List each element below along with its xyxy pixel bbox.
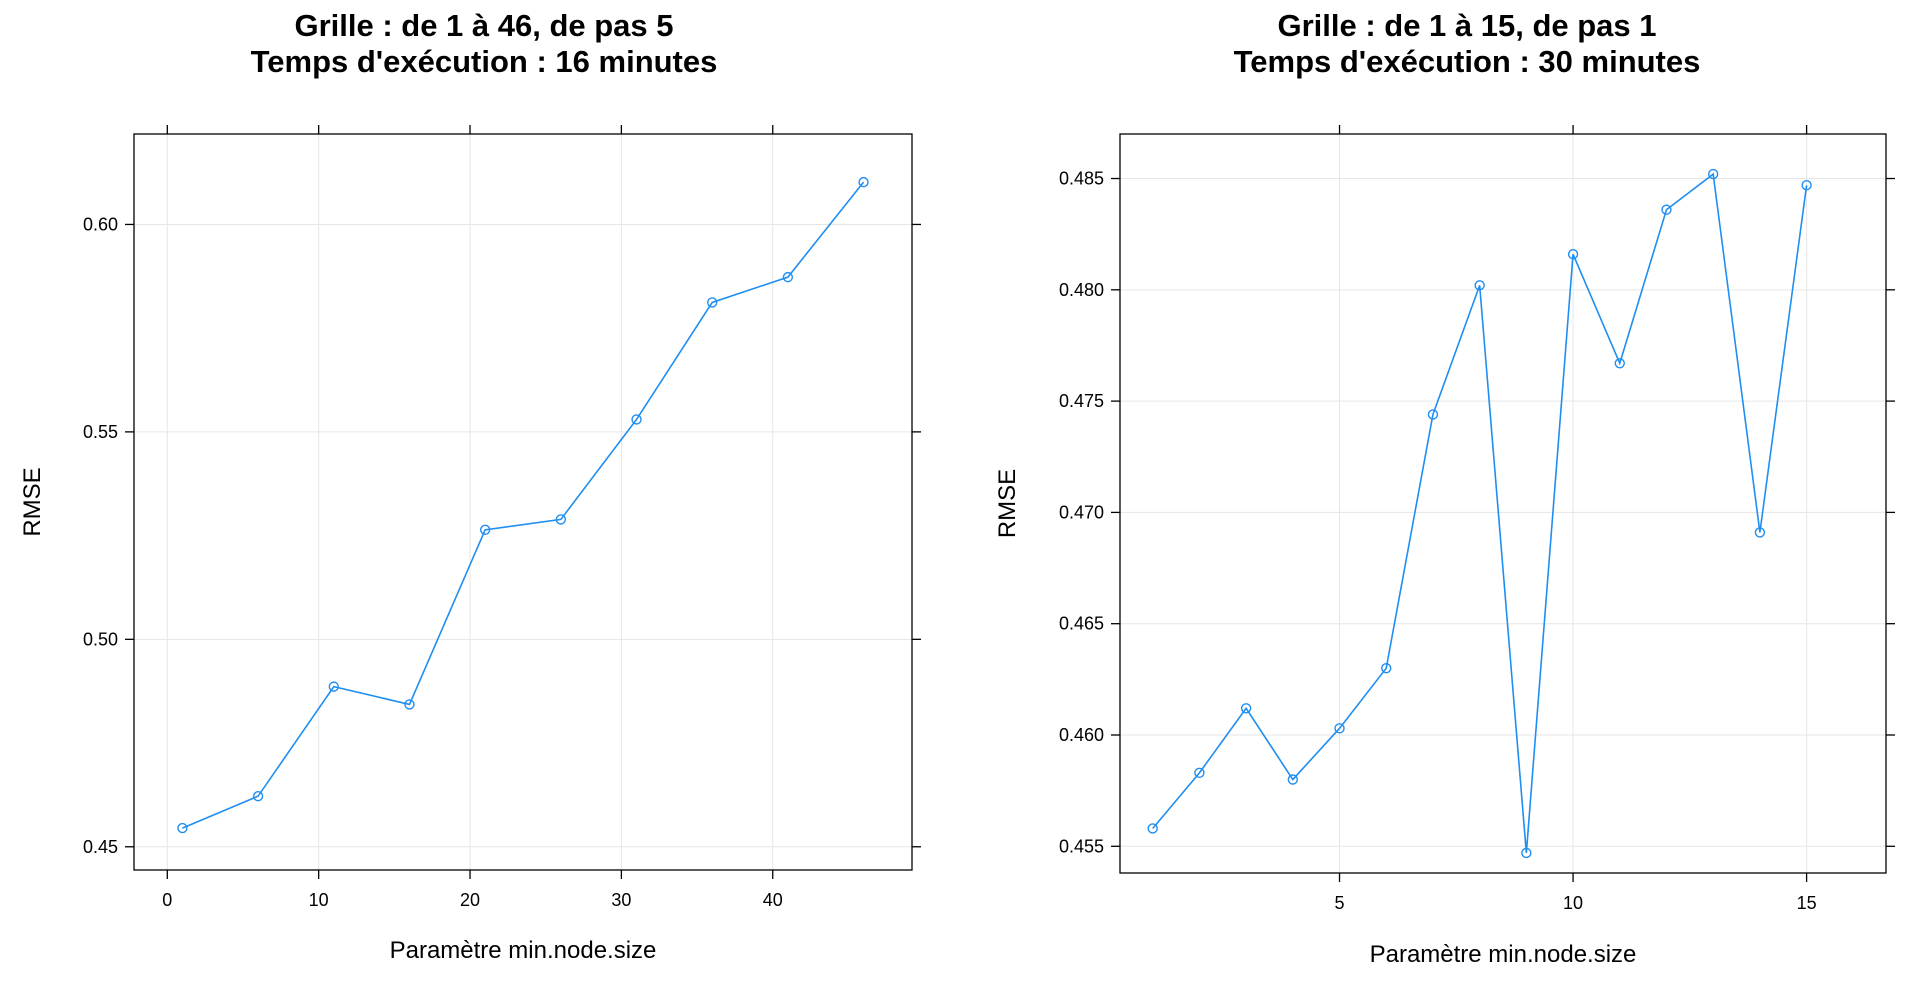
chart-1-data-point-7 bbox=[631, 414, 642, 425]
chart-2-y-tick-label: 0.455 bbox=[1059, 836, 1104, 856]
chart-2-data-point-7 bbox=[1427, 409, 1439, 420]
chart-2-data-point-11 bbox=[1614, 358, 1625, 369]
chart-2-data-point-6 bbox=[1381, 663, 1392, 674]
chart-1-data-point-8 bbox=[707, 297, 718, 308]
chart-2-y-tick-label: 0.465 bbox=[1059, 614, 1104, 634]
chart-1-y-tick-label: 0.55 bbox=[83, 422, 118, 442]
chart-1-data-point-4 bbox=[404, 699, 415, 710]
chart-2-subtitle: Temps d'exécution : 30 minutes bbox=[1234, 44, 1701, 79]
chart-1-x-tick-label: 20 bbox=[460, 890, 480, 910]
chart-2-y-tick-label: 0.475 bbox=[1059, 391, 1104, 411]
chart-1-y-tick-label: 0.50 bbox=[83, 629, 118, 649]
chart-1-x-axis-label: Paramètre min.node.size bbox=[390, 937, 657, 964]
chart-1-x-tick-label: 0 bbox=[162, 890, 172, 910]
chart-2-plot-frame bbox=[1119, 133, 1887, 874]
chart-1-y-axis-label: RMSE bbox=[19, 467, 46, 536]
chart-1-data-point-2 bbox=[252, 790, 264, 802]
chart-2-data-point-15 bbox=[1801, 179, 1812, 191]
chart-1-y-tick-label: 0.60 bbox=[83, 214, 118, 234]
chart-2-data-point-4 bbox=[1287, 774, 1299, 785]
chart-2-data-point-5 bbox=[1334, 723, 1345, 734]
chart-2-data-point-10 bbox=[1567, 248, 1579, 260]
chart-2-data-point-8 bbox=[1474, 280, 1485, 291]
chart-2-data-point-1 bbox=[1147, 823, 1158, 834]
chart-2-data-point-2 bbox=[1194, 767, 1205, 779]
chart-1-x-tick-label: 40 bbox=[763, 890, 783, 910]
chart-1-plot-frame bbox=[133, 133, 913, 871]
chart-1-data-point-5 bbox=[479, 524, 491, 535]
chart-2-y-tick-label: 0.470 bbox=[1059, 502, 1104, 522]
chart-2-x-tick-label: 15 bbox=[1797, 893, 1817, 913]
chart-2-y-tick-label: 0.485 bbox=[1059, 169, 1104, 189]
chart-1-data-point-3 bbox=[328, 681, 339, 692]
chart-2-y-tick-label: 0.480 bbox=[1059, 280, 1104, 300]
chart-2-data-point-3 bbox=[1240, 703, 1252, 714]
chart-2-series-line bbox=[1152, 172, 1808, 854]
chart-1-subtitle: Temps d'exécution : 16 minutes bbox=[251, 44, 718, 79]
chart-1-data-point-10 bbox=[858, 176, 869, 188]
chart-2-y-axis-label: RMSE bbox=[994, 469, 1021, 538]
chart-1-y-tick-label: 0.45 bbox=[83, 837, 118, 857]
chart-1-data-point-6 bbox=[555, 514, 567, 525]
chart-2-data-point-9 bbox=[1521, 847, 1532, 859]
chart-1-title: Grille : de 1 à 46, de pas 5 bbox=[294, 8, 673, 43]
chart-1-series-line bbox=[182, 181, 865, 829]
chart-2-x-tick-label: 10 bbox=[1563, 893, 1583, 913]
chart-2-y-tick-label: 0.460 bbox=[1059, 725, 1104, 745]
chart-2-data-point-14 bbox=[1754, 527, 1766, 538]
chart-1-data-point-9 bbox=[782, 271, 794, 283]
chart-2-title: Grille : de 1 à 15, de pas 1 bbox=[1277, 8, 1656, 43]
chart-1-x-tick-label: 30 bbox=[611, 890, 631, 910]
chart-2-x-axis-label: Paramètre min.node.size bbox=[1370, 941, 1637, 968]
chart-2-data-point-13 bbox=[1707, 168, 1719, 180]
chart-1-data-point-1 bbox=[177, 822, 188, 834]
chart-2-x-tick-label: 5 bbox=[1335, 893, 1345, 913]
chart-1-x-tick-label: 10 bbox=[309, 890, 329, 910]
chart-2-data-point-12 bbox=[1661, 204, 1672, 215]
